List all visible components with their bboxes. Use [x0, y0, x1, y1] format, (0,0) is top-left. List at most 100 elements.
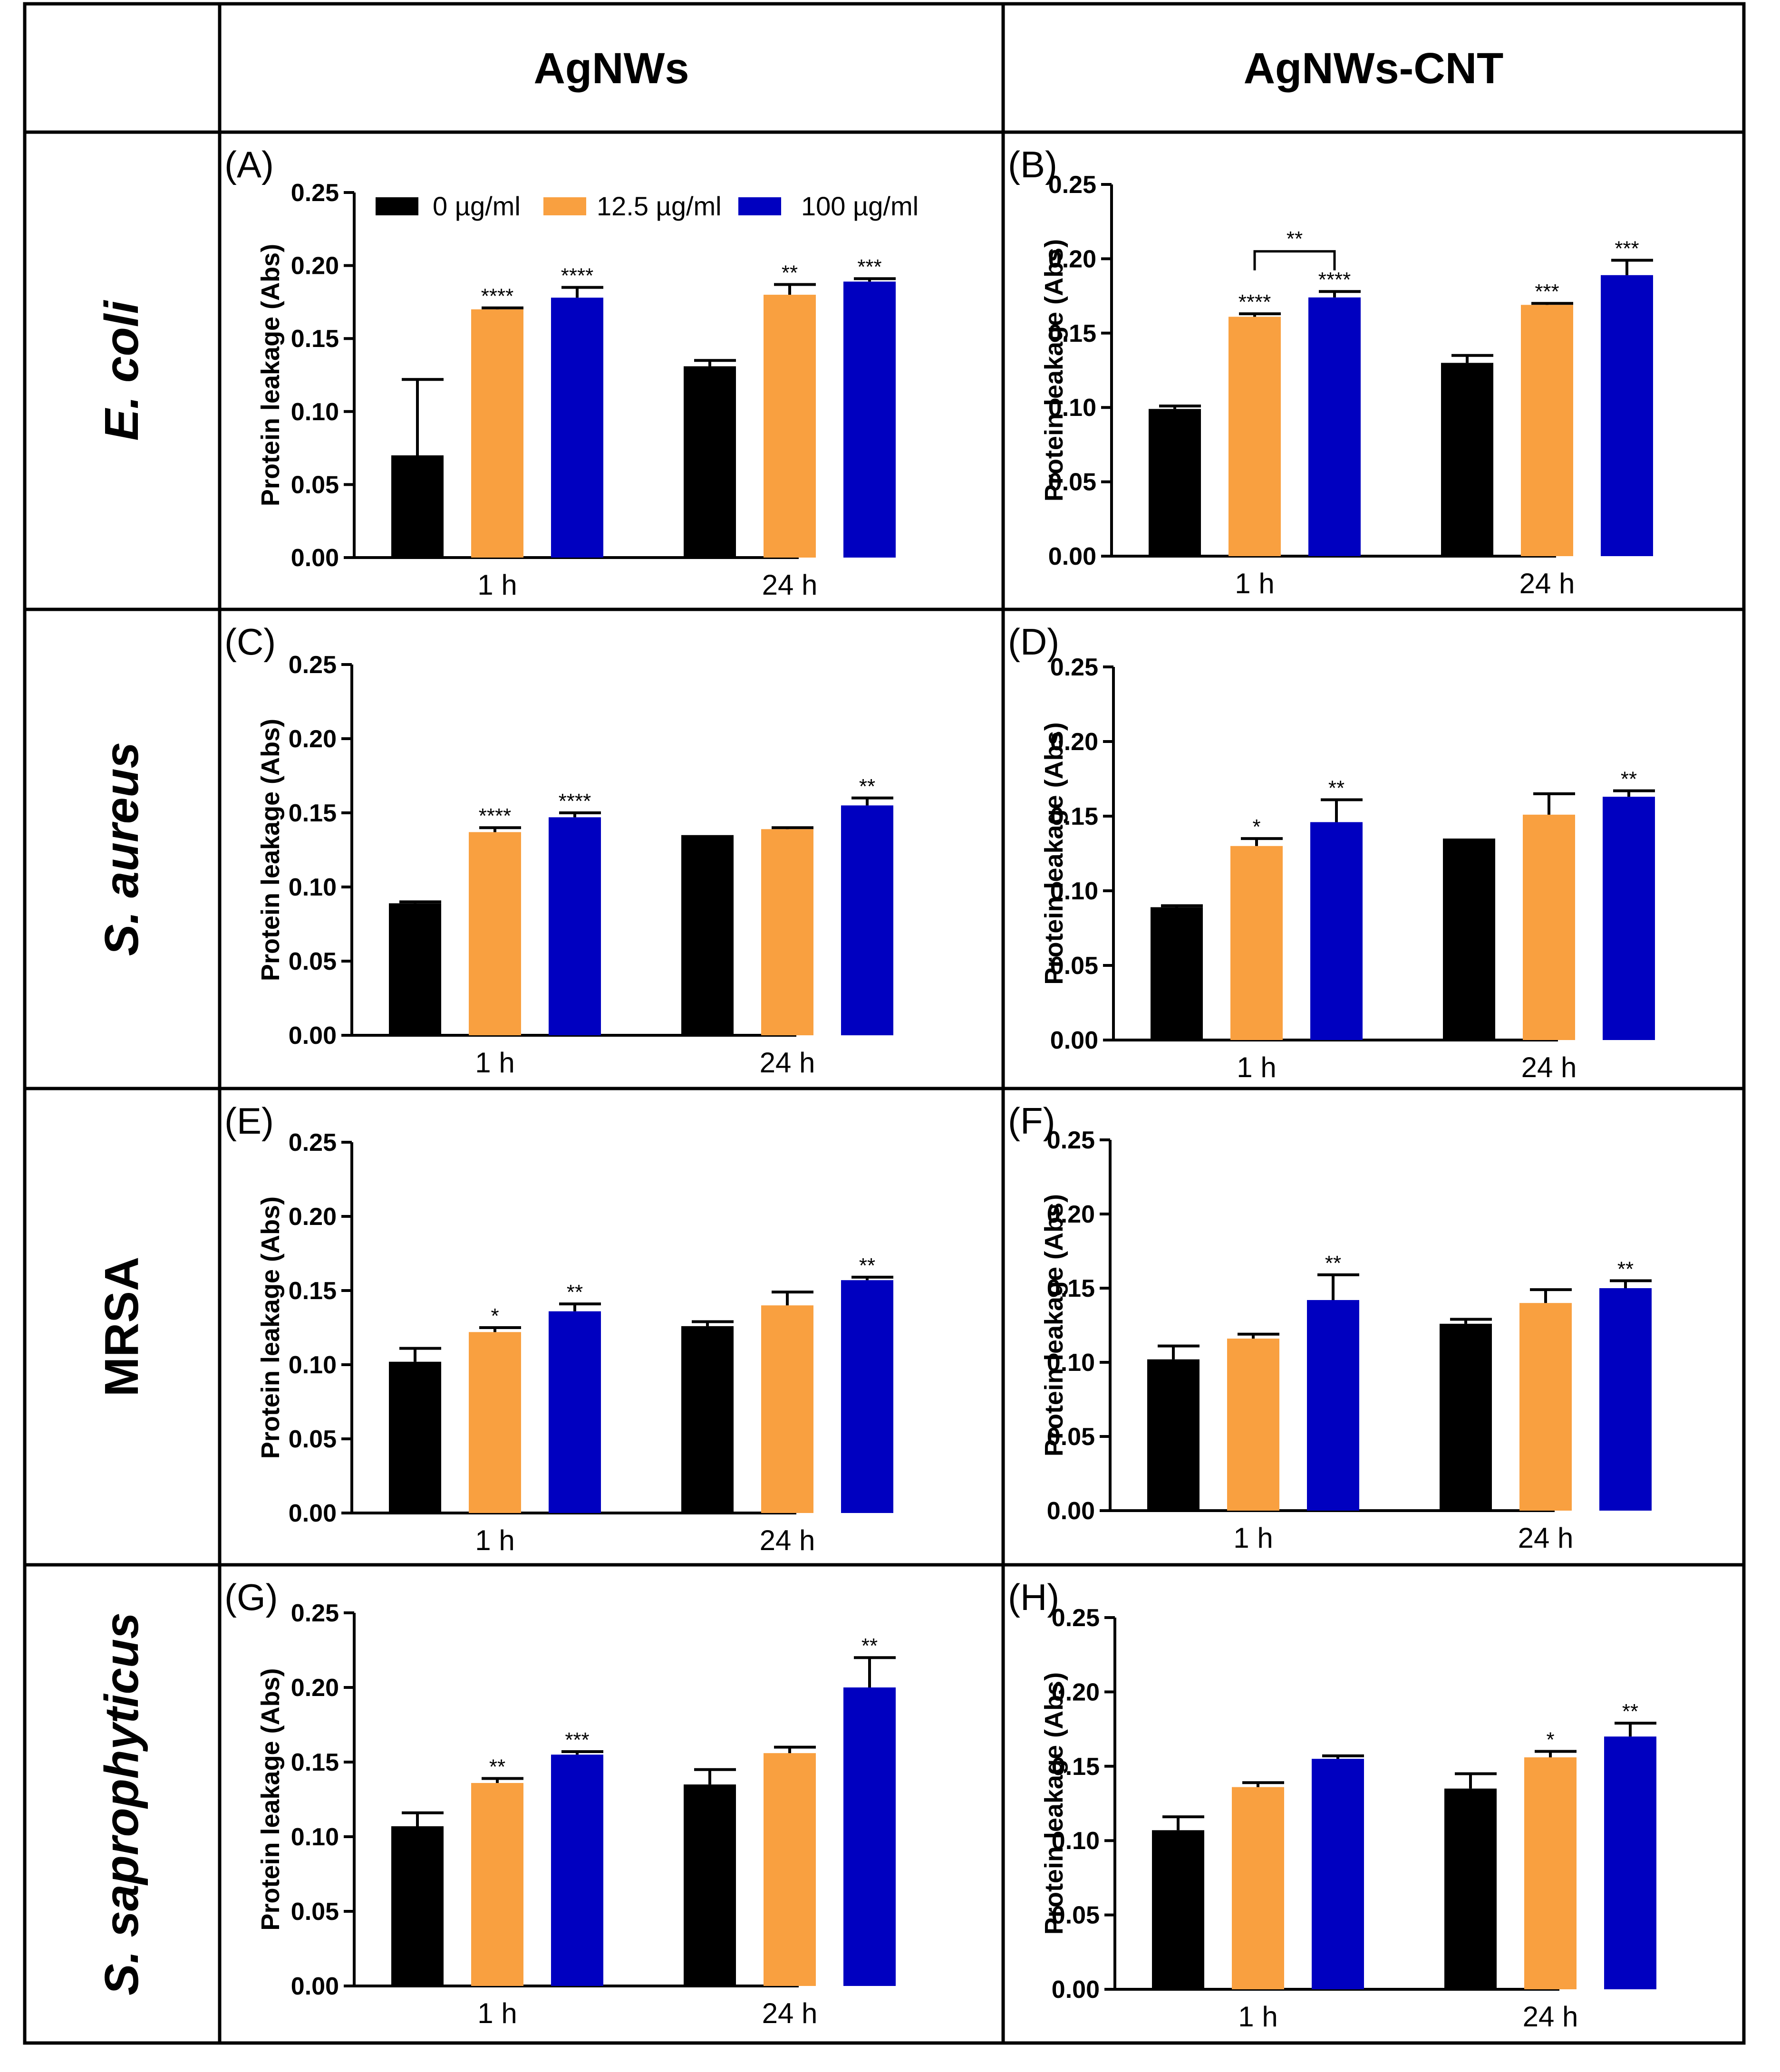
- y-axis-label: Protein leakage (Abs): [256, 719, 285, 981]
- bar-b-0-0: [1149, 409, 1201, 556]
- significance-label: *: [1546, 1728, 1554, 1752]
- significance-label: **: [1617, 1257, 1634, 1281]
- legend-swatch-2: [738, 197, 781, 215]
- significance-label: ****: [1238, 290, 1271, 314]
- y-tick-label: 0.20: [289, 1203, 337, 1231]
- y-tick-label: 0.25: [291, 179, 339, 207]
- bar-d-0-0: [1151, 907, 1203, 1040]
- y-tick-label: 0.05: [289, 1426, 337, 1453]
- comparison-bracket: [1253, 250, 1336, 270]
- y-tick-label: 0.05: [291, 1898, 339, 1926]
- y-axis-label: Protein leakage (Abs): [256, 1668, 285, 1930]
- bar-h-1-2: [1604, 1736, 1656, 1989]
- significance-label: ***: [1535, 280, 1559, 303]
- y-tick-label: 0.10: [289, 1351, 337, 1379]
- y-tick-label: 0.05: [1047, 1423, 1095, 1451]
- y-tick-label: 0.10: [1047, 1349, 1095, 1377]
- bar-b-1-2: [1601, 275, 1653, 556]
- y-tick-label: 0.20: [1048, 245, 1096, 273]
- chart-panel-a: (A) 0.00 0.05 0.10 0.15 0.20 0.25 Protein leaka…: [224, 144, 896, 601]
- legend-swatch-1: [543, 197, 586, 215]
- significance-label: ****: [561, 264, 594, 288]
- bar-c-1-1: [761, 829, 813, 1035]
- significance-label: **: [1325, 1252, 1341, 1275]
- y-tick-label: 0.20: [1047, 1201, 1095, 1228]
- bar-h-0-1: [1232, 1787, 1284, 1989]
- bar-a-0-2: [551, 298, 603, 558]
- row-header-s-saprophyticus: S. saprophyticus: [95, 1612, 148, 1995]
- legend-label-1: 12.5 µg/ml: [597, 191, 722, 221]
- bar-h-1-0: [1444, 1788, 1497, 1989]
- significance-label: **: [861, 1634, 878, 1658]
- bar-h-0-2: [1312, 1759, 1364, 1989]
- y-tick-label: 0.10: [1050, 877, 1098, 905]
- y-tick-label: 0.10: [291, 398, 339, 426]
- y-tick-label: 0.25: [1052, 1604, 1100, 1632]
- x-tick-label: 24 h: [1523, 2001, 1578, 2033]
- bar-g-1-0: [684, 1784, 736, 1986]
- y-axis-label: Protein leakage (Abs): [1040, 1672, 1068, 1935]
- bar-a-1-2: [843, 281, 896, 558]
- y-axis-label: Protein leakage (Abs): [256, 1196, 285, 1459]
- significance-label: ***: [857, 255, 881, 279]
- bar-f-0-2: [1307, 1300, 1359, 1511]
- significance-label: **: [859, 1254, 875, 1277]
- bar-c-1-0: [681, 835, 734, 1035]
- legend-label-2: 100 µg/ml: [801, 191, 919, 221]
- y-tick-label: 0.00: [291, 1973, 339, 2000]
- significance-label: ***: [1615, 237, 1639, 260]
- significance-label: ****: [479, 804, 512, 828]
- y-tick-label: 0.05: [289, 948, 337, 975]
- bar-a-0-0: [391, 455, 444, 558]
- y-tick-label: 0.20: [291, 252, 339, 280]
- y-tick-label: 0.25: [1048, 171, 1096, 199]
- bracket-label: **: [1287, 227, 1303, 251]
- y-tick-label: 0.05: [291, 471, 339, 499]
- bar-g-0-2: [551, 1754, 603, 1986]
- y-tick-label: 0.10: [1052, 1827, 1100, 1855]
- significance-label: ****: [481, 285, 514, 308]
- bar-c-0-2: [549, 817, 601, 1035]
- y-tick-label: 0.10: [289, 874, 337, 901]
- y-tick-label: 0.25: [1047, 1127, 1095, 1154]
- bar-d-1-1: [1523, 814, 1575, 1040]
- bar-a-1-1: [764, 295, 816, 558]
- y-tick-label: 0.00: [289, 1022, 337, 1050]
- y-axis-label: Protein leakage (Abs): [1040, 1194, 1068, 1456]
- bar-e-0-2: [549, 1311, 601, 1513]
- bar-d-0-1: [1230, 846, 1283, 1040]
- y-tick-label: 0.05: [1050, 952, 1098, 980]
- significance-label: **: [567, 1281, 583, 1304]
- y-tick-label: 0.15: [1048, 320, 1096, 347]
- row-header-s-aureus: S. aureus: [95, 742, 148, 956]
- panel-label: (C): [224, 621, 276, 663]
- panel-label: (A): [224, 144, 274, 185]
- bar-b-0-1: [1229, 317, 1281, 556]
- x-tick-label: 1 h: [1235, 568, 1274, 599]
- x-tick-label: 24 h: [760, 1524, 815, 1556]
- y-axis-label: Protein leakage (Abs): [1040, 722, 1068, 984]
- y-tick-label: 0.10: [291, 1823, 339, 1851]
- significance-label: **: [1328, 776, 1345, 800]
- x-tick-label: 24 h: [762, 569, 818, 601]
- bar-h-1-1: [1524, 1757, 1577, 1989]
- bar-e-1-1: [761, 1305, 813, 1513]
- y-tick-label: 0.00: [1050, 1027, 1098, 1054]
- panel-label: (D): [1008, 621, 1059, 663]
- significance-label: ****: [559, 790, 591, 813]
- legend: 0 µg/ml 12.5 µg/ml 100 µg/ml: [376, 191, 919, 221]
- y-tick-label: 0.15: [289, 1277, 337, 1305]
- bar-e-1-0: [681, 1326, 734, 1513]
- y-tick-label: 0.05: [1052, 1902, 1100, 1929]
- bar-f-1-2: [1599, 1288, 1652, 1511]
- y-tick-label: 0.00: [289, 1500, 337, 1527]
- y-tick-label: 0.20: [1050, 728, 1098, 756]
- column-header-agnws-cnt: AgNWs-CNT: [1244, 44, 1504, 93]
- y-tick-label: 0.00: [1052, 1976, 1100, 2004]
- chart-panel-b: (B) 0.00 0.05 0.10 0.15 0.20 0.25 Protein leaka…: [1008, 144, 1653, 599]
- panel-label: (F): [1008, 1100, 1055, 1142]
- panel-label: (B): [1008, 144, 1057, 185]
- chart-panel-e: (E) 0.00 0.05 0.10 0.15 0.20 0.25 Protein leaka…: [224, 1100, 893, 1556]
- y-tick-label: 0.20: [1052, 1678, 1100, 1706]
